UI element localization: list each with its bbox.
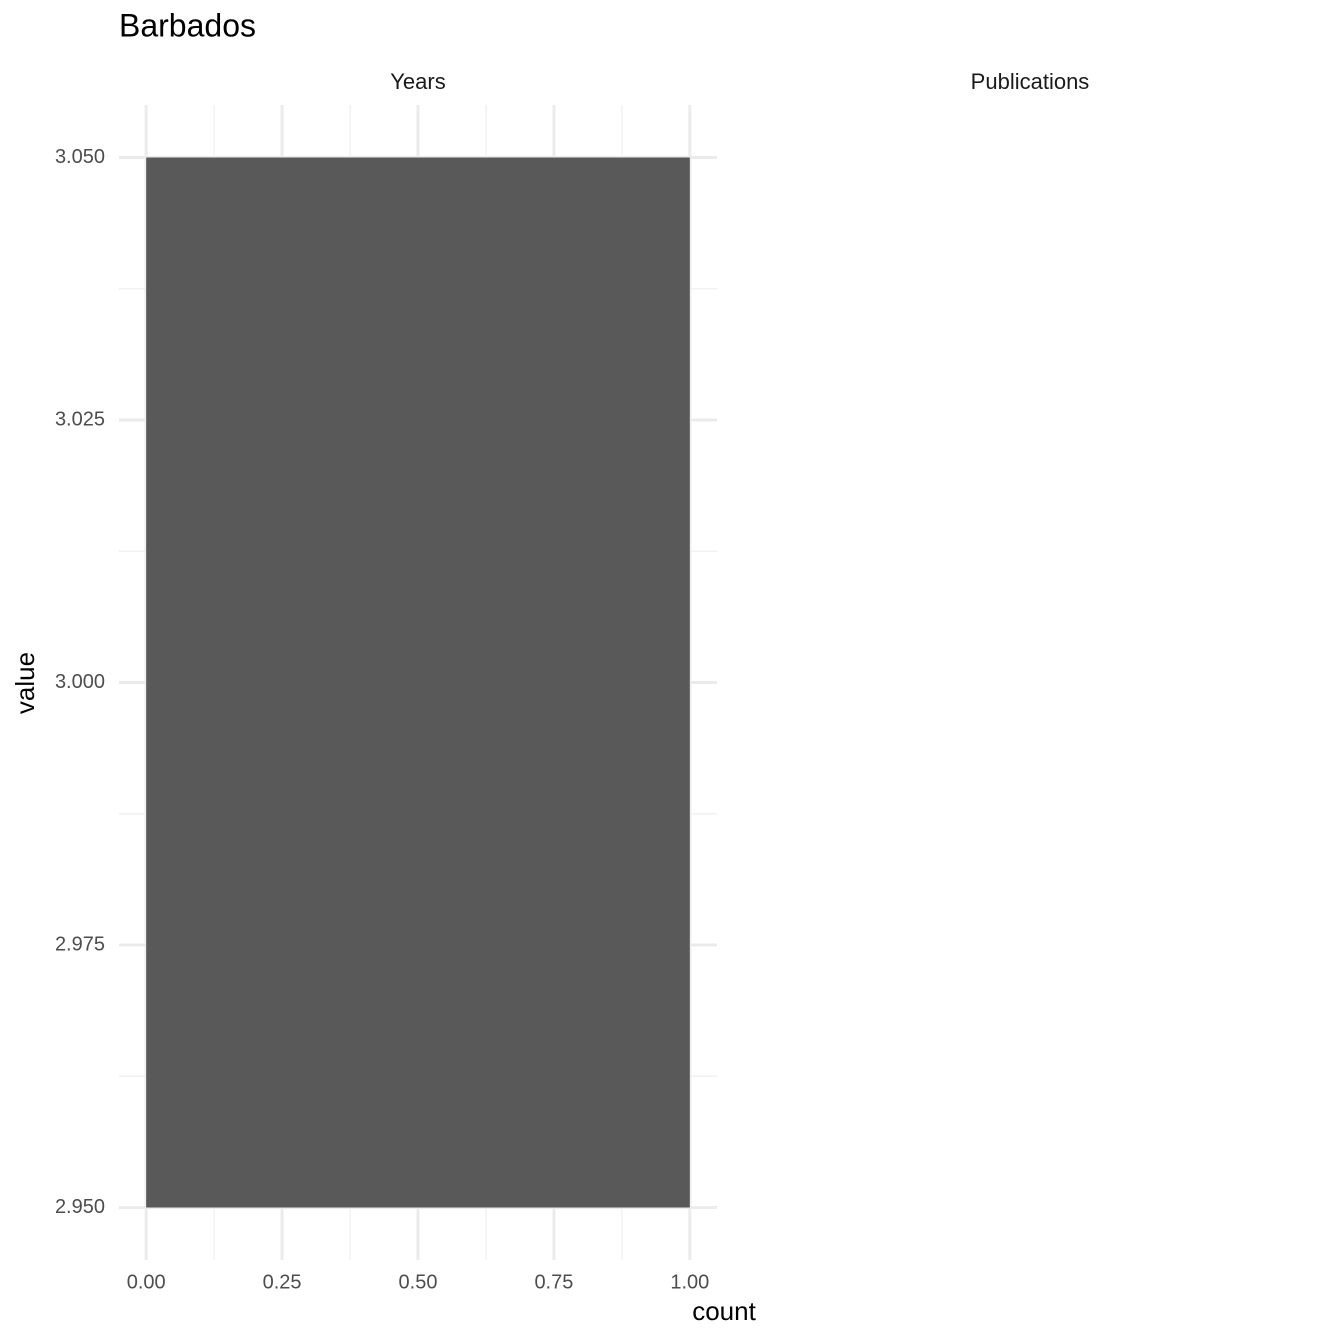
x-tick-label: 0.25: [263, 1271, 302, 1293]
y-tick-label: 2.975: [55, 933, 105, 955]
bar: [146, 157, 690, 1208]
x-tick-label: 0.75: [534, 1271, 573, 1293]
x-tick-label: 0.00: [127, 1271, 166, 1293]
facet-label: Publications: [971, 69, 1090, 94]
y-axis-title: value: [10, 652, 40, 714]
y-tick-label: 2.950: [55, 1196, 105, 1218]
y-tick-label: 3.025: [55, 408, 105, 430]
y-tick-label: 3.000: [55, 671, 105, 693]
x-tick-label: 0.50: [399, 1271, 438, 1293]
chart-title: Barbados: [119, 7, 256, 43]
x-axis-title: count: [692, 1296, 756, 1326]
y-tick-label: 3.050: [55, 146, 105, 168]
x-tick-label: 1.00: [670, 1271, 709, 1293]
facet-label: Years: [390, 69, 445, 94]
